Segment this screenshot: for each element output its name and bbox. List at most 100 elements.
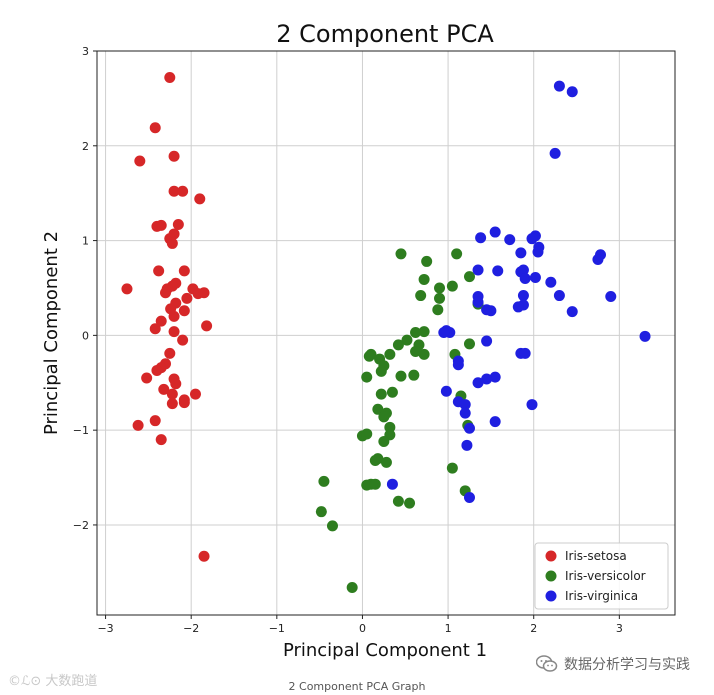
legend-label: Iris-setosa bbox=[565, 549, 627, 563]
y-axis-ticks: −2 −1 0 1 2 3 bbox=[73, 45, 97, 532]
data-point bbox=[166, 398, 178, 410]
data-point bbox=[369, 454, 381, 466]
y-tick-label: −2 bbox=[73, 519, 89, 532]
data-point bbox=[392, 495, 404, 507]
data-point bbox=[451, 248, 463, 260]
data-point bbox=[529, 272, 541, 284]
data-point bbox=[515, 247, 527, 259]
legend-label: Iris-versicolor bbox=[565, 569, 646, 583]
data-point bbox=[463, 338, 475, 350]
data-point bbox=[526, 399, 538, 411]
data-point bbox=[166, 388, 178, 400]
data-point bbox=[386, 386, 398, 398]
data-point bbox=[489, 226, 501, 238]
data-point bbox=[489, 371, 501, 383]
data-point bbox=[472, 264, 484, 276]
data-point bbox=[392, 339, 404, 351]
data-point bbox=[121, 283, 133, 295]
x-axis-ticks: −3 −2 −1 0 1 2 3 bbox=[97, 615, 623, 635]
data-point bbox=[463, 422, 475, 434]
x-tick-label: 2 bbox=[530, 622, 537, 635]
legend-marker bbox=[545, 570, 557, 582]
data-point bbox=[178, 397, 190, 409]
data-point bbox=[172, 218, 184, 230]
wechat-icon bbox=[535, 655, 558, 673]
data-point bbox=[384, 348, 396, 360]
data-point bbox=[177, 334, 189, 346]
data-point bbox=[489, 416, 501, 428]
data-point bbox=[459, 399, 471, 411]
data-point bbox=[361, 479, 373, 491]
data-point bbox=[155, 434, 167, 446]
data-point bbox=[380, 456, 392, 468]
data-point bbox=[639, 330, 651, 342]
data-point bbox=[434, 292, 446, 304]
data-point bbox=[549, 147, 561, 159]
data-point bbox=[553, 290, 565, 302]
y-tick-label: 2 bbox=[82, 140, 89, 153]
watermark-right: 数据分析学习与实践 bbox=[535, 654, 690, 674]
data-point bbox=[384, 421, 396, 433]
data-point bbox=[418, 326, 430, 338]
data-point bbox=[151, 220, 163, 232]
data-point bbox=[189, 388, 201, 400]
data-point bbox=[158, 383, 170, 395]
data-point bbox=[132, 419, 144, 431]
data-point bbox=[472, 377, 484, 389]
data-point bbox=[346, 582, 358, 594]
data-point bbox=[201, 320, 213, 332]
y-tick-label: 1 bbox=[82, 235, 89, 248]
data-point bbox=[363, 350, 375, 362]
data-point bbox=[446, 462, 458, 474]
data-point bbox=[418, 273, 430, 285]
data-point bbox=[315, 506, 327, 518]
x-tick-label: −3 bbox=[97, 622, 113, 635]
data-point bbox=[386, 478, 398, 490]
data-point bbox=[410, 345, 422, 357]
scatter-points bbox=[121, 72, 651, 594]
data-point bbox=[438, 327, 450, 339]
x-tick-label: 0 bbox=[359, 622, 366, 635]
data-point bbox=[378, 436, 390, 448]
data-point bbox=[149, 122, 161, 134]
data-point bbox=[153, 265, 165, 277]
y-tick-label: 0 bbox=[82, 329, 89, 342]
data-point bbox=[160, 287, 172, 299]
data-point bbox=[198, 550, 210, 562]
data-point bbox=[452, 359, 464, 371]
y-tick-label: −1 bbox=[73, 424, 89, 437]
data-point bbox=[512, 301, 524, 313]
data-point bbox=[421, 255, 433, 267]
data-point bbox=[395, 370, 407, 382]
series-iris-setosa bbox=[121, 72, 213, 562]
data-point bbox=[434, 282, 446, 294]
watermark-left: ©ℒ⊙ 大数跑道 bbox=[8, 674, 98, 689]
data-point bbox=[395, 248, 407, 260]
data-point bbox=[404, 497, 416, 509]
y-axis-title: Principal Component 2 bbox=[41, 231, 62, 435]
data-point bbox=[459, 407, 471, 419]
data-point bbox=[194, 193, 206, 205]
legend: Iris-setosa Iris-versicolor Iris-virginica bbox=[534, 542, 669, 610]
x-tick-label: 3 bbox=[616, 622, 623, 635]
chart-title: 2 Component PCA bbox=[276, 20, 494, 48]
data-point bbox=[168, 326, 180, 338]
data-point bbox=[164, 347, 176, 359]
legend-box bbox=[534, 542, 669, 610]
x-tick-label: −2 bbox=[183, 622, 199, 635]
data-point bbox=[168, 150, 180, 162]
data-point bbox=[168, 185, 180, 197]
data-point bbox=[149, 323, 161, 335]
data-point bbox=[553, 80, 565, 92]
x-axis-title: Principal Component 1 bbox=[283, 640, 487, 661]
grid-lines bbox=[97, 50, 675, 615]
series-iris-versicolor bbox=[315, 248, 484, 594]
x-tick-label: −1 bbox=[269, 622, 285, 635]
data-point bbox=[415, 290, 427, 302]
x-tick-label: 1 bbox=[445, 622, 452, 635]
y-tick-label: 3 bbox=[82, 45, 89, 58]
data-point bbox=[375, 388, 387, 400]
data-point bbox=[198, 287, 210, 299]
data-point bbox=[532, 246, 544, 258]
data-point bbox=[432, 304, 444, 316]
